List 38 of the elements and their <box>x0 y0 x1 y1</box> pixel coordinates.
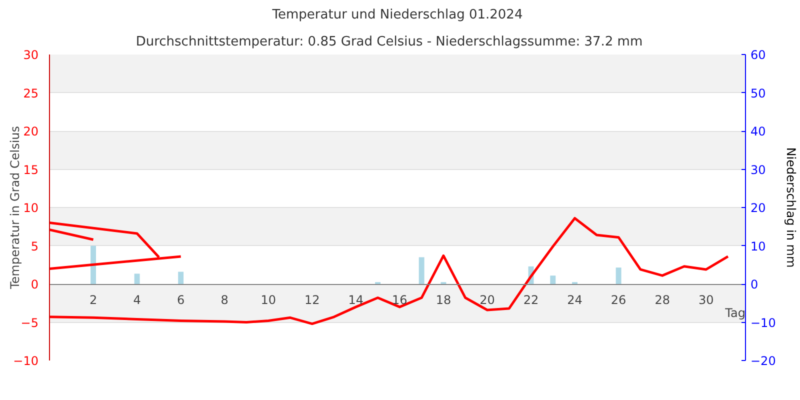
x-tick-label: 2 <box>89 293 98 307</box>
y-tick-label: 25 <box>23 86 39 100</box>
y-tick-label: 10 <box>23 201 39 215</box>
x-tick-label: 24 <box>567 293 582 307</box>
y-axis-title: Temperatur in Grad Celsius <box>8 126 22 290</box>
x-tick-label: 4 <box>133 293 141 307</box>
y-tick-label: −10 <box>13 354 39 368</box>
chart-title: Temperatur und Niederschlag 01.2024 <box>271 8 523 22</box>
x-tick-label: 30 <box>698 293 714 307</box>
x-tick-label: 8 <box>220 293 228 307</box>
y2-tick-label: −10 <box>750 316 776 330</box>
x-axis-title: Tag <box>724 306 746 320</box>
y-tick-label: −5 <box>20 316 39 330</box>
y2-tick-label: 0 <box>750 278 758 292</box>
y-tick-label: 30 <box>23 48 39 62</box>
x-tick-label: 10 <box>260 293 276 307</box>
y2-tick-label: 30 <box>750 162 766 177</box>
x-tick-label: 20 <box>480 293 495 307</box>
x-tick-label: 22 <box>523 293 539 307</box>
x-tick-label: 26 <box>610 293 626 307</box>
y2-tick-label: −20 <box>750 354 776 368</box>
y2-tick-label: 10 <box>750 239 766 254</box>
y2-tick-label: 50 <box>750 86 766 100</box>
x-tick-label: 16 <box>392 293 408 307</box>
y2-tick-label: 60 <box>750 48 766 62</box>
y2-tick-label: 20 <box>750 201 766 215</box>
x-tick-label: 12 <box>304 293 320 307</box>
y2-axis-title: Niederschlag in mm <box>784 147 798 268</box>
y-tick-label: 0 <box>30 278 39 292</box>
y2-tick-label: 40 <box>750 124 766 138</box>
y-tick-label: 20 <box>23 124 39 138</box>
x-tick-label: 14 <box>348 293 364 307</box>
y-tick-label: 15 <box>23 162 39 177</box>
x-tick-label: 28 <box>654 293 670 307</box>
x-tick-label: 18 <box>436 293 452 307</box>
y-tick-label: 5 <box>30 239 39 254</box>
chart-subtitle: Durchschnittstemperatur: 0.85 Grad Celsius - Niederschlagssumme: 37.2 mm <box>136 34 643 50</box>
x-tick-label: 6 <box>177 293 185 307</box>
